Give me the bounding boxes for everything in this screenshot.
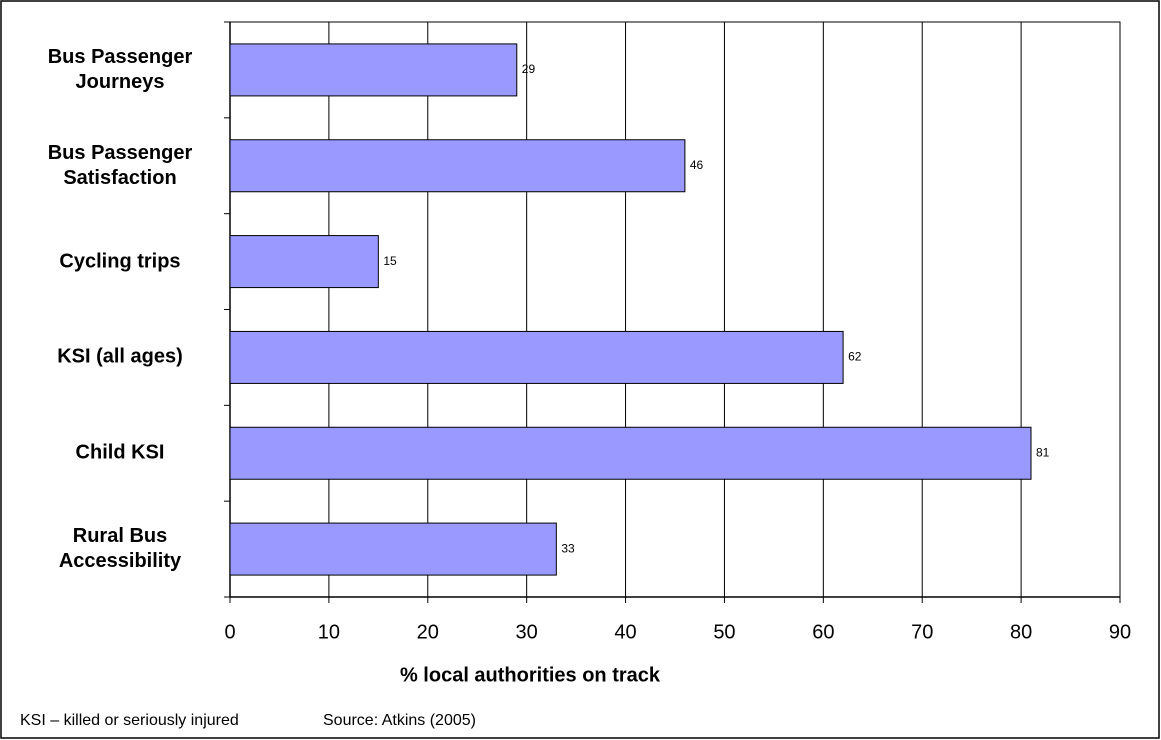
value-label: 33 bbox=[561, 541, 575, 555]
bar bbox=[229, 43, 518, 97]
plot-area bbox=[229, 21, 1121, 598]
x-tick-label: 90 bbox=[1109, 621, 1131, 643]
y-tick-label: Child KSI bbox=[75, 441, 165, 464]
y-tick-label: KSI (all ages) bbox=[57, 345, 183, 368]
y-tick-label: Cycling trips bbox=[59, 250, 181, 273]
x-tick-label: 10 bbox=[318, 621, 340, 643]
y-tick-label: Rural Bus Accessibility bbox=[58, 525, 182, 573]
value-label: 15 bbox=[383, 254, 397, 268]
value-label: 81 bbox=[1036, 445, 1050, 459]
x-tick-label: 20 bbox=[417, 621, 439, 643]
value-label: 46 bbox=[690, 158, 704, 172]
bar bbox=[229, 426, 1032, 480]
x-tick-label: 40 bbox=[614, 621, 636, 643]
x-axis-title: % local authorities on track bbox=[400, 664, 661, 686]
y-tick-label: Bus Passenger Satisfaction bbox=[47, 141, 193, 189]
bar bbox=[229, 139, 686, 193]
x-tick-label: 30 bbox=[516, 621, 538, 643]
value-label: 62 bbox=[848, 350, 862, 364]
bar bbox=[229, 330, 844, 384]
y-tick-label: Bus Passenger Journeys bbox=[47, 45, 193, 93]
x-tick-label: 0 bbox=[224, 621, 235, 643]
bar bbox=[229, 235, 379, 289]
x-tick-label: 80 bbox=[1010, 621, 1032, 643]
x-tick-label: 70 bbox=[911, 621, 933, 643]
bar bbox=[229, 522, 557, 576]
value-label: 29 bbox=[522, 62, 536, 76]
x-tick-label: 50 bbox=[713, 621, 735, 643]
source: Source: Atkins (2005) bbox=[323, 712, 476, 729]
note: KSI – killed or seriously injured bbox=[20, 712, 239, 729]
x-tick-label: 60 bbox=[812, 621, 834, 643]
